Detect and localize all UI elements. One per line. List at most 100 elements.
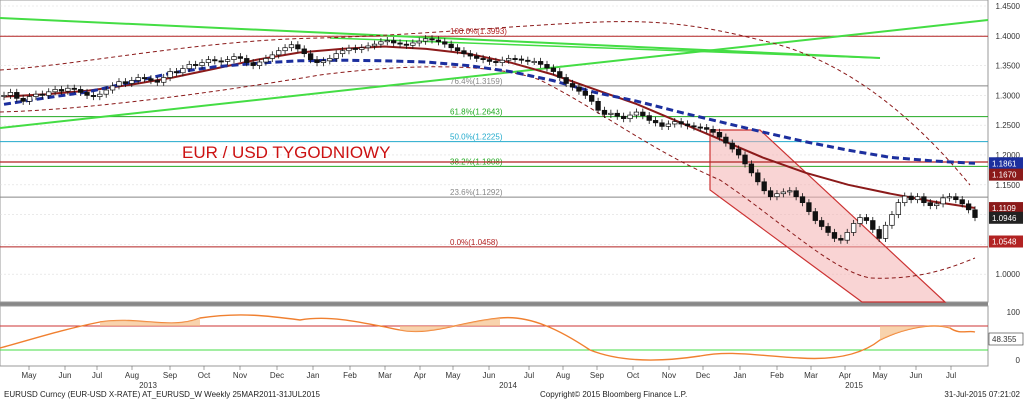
x-tick-label: Jan [734,371,747,380]
candle-body [212,59,218,62]
candle-body [26,96,33,102]
candle-body [716,131,723,138]
candle-body [116,81,122,87]
x-tick-label: Nov [662,371,676,380]
candle-body [627,114,633,119]
rsi-line [0,314,976,361]
x-tick-label: May [21,371,36,380]
candle-body [410,42,416,46]
candle-body [652,120,659,124]
candle-body [65,87,71,92]
candle-body [914,196,921,201]
x-tick-label: Dec [270,371,284,380]
candle-body [959,199,965,205]
candle-body [550,67,557,72]
chart-title: EUR / USD TYGODNIOWY [182,143,390,162]
candle-body [902,195,908,204]
x-tick-label: Dec [696,371,710,380]
candle-body [544,64,550,69]
candle-body [288,44,295,49]
value-tag-label: 1.1861 [992,159,1017,168]
candle-body [563,77,569,84]
candle-body [480,58,486,60]
candle-body [889,214,895,226]
candle-body [33,93,39,97]
candle-body [109,85,116,91]
fibonacci-label: 0.0%(1.0458) [450,238,498,247]
x-tick-label: Apr [839,371,852,380]
candle-body [850,223,857,233]
candle-body [454,47,461,52]
candle-body [870,220,876,230]
candle-body [876,229,882,239]
candle-body [614,112,620,117]
x-tick-label: Oct [627,371,640,380]
x-tick-label: Feb [343,371,357,380]
bollinger-upper [0,21,971,186]
candle-body [154,80,160,83]
value-tag-label: 1.0946 [992,214,1017,223]
candle-body [161,77,167,83]
y-tick-label: 1.0000 [996,270,1021,279]
candle-body [52,89,58,93]
x-tick-label: Nov [233,371,247,380]
candle-body [665,123,672,127]
x-tick-label: Aug [556,371,570,380]
y-tick-label: 1.2000 [996,151,1021,160]
value-tag-label: 1.1670 [992,171,1017,180]
candle-body [601,109,608,115]
y-tick-label: 1.4000 [996,32,1021,41]
x-tick-label: Aug [125,371,139,380]
year-label: 2013 [139,381,157,390]
candle-body [129,80,135,84]
candle-body [965,203,972,211]
candle-body [633,111,640,116]
y-tick-label: 1.3500 [996,62,1021,71]
candle-body [684,123,691,127]
rsi-tick-label: 100 [1007,308,1021,317]
candle-body [595,100,601,111]
candle-body [135,77,141,81]
green-trendline-upper [0,17,881,59]
green-trendline-lower [0,19,989,129]
candle-body [148,78,154,81]
candle-body [723,136,729,144]
candle-body [557,71,563,78]
candle-body [761,181,767,192]
x-tick-label: May [872,371,887,380]
x-tick-label: Jun [483,371,496,380]
candle-body [940,197,946,205]
value-tag [989,211,1023,224]
candle-body [767,190,774,198]
fibonacci-label: 76.4%(1.3159) [450,77,503,86]
candle-body [71,87,77,90]
x-tick-label: Feb [770,371,784,380]
candle-body [359,47,365,50]
candle-body [122,81,129,84]
candle-body [320,60,327,63]
value-tag-label: 1.1109 [992,204,1016,213]
candle-body [525,59,531,62]
y-tick-label: 1.1500 [996,181,1021,190]
candle-body [946,196,953,199]
x-tick-label: Sep [163,371,178,380]
candle-body [486,59,493,62]
candle-body [927,202,933,206]
x-tick-label: Jul [92,371,102,380]
candle-body [710,129,716,133]
y-tick-label: 1.3000 [996,91,1021,100]
candle-body [735,148,742,156]
candle-body [244,58,250,63]
candle-body [646,115,652,121]
rsi-tick-label: 0 [1016,356,1021,365]
candle-body [141,77,148,80]
x-tick-label: Mar [804,371,818,380]
candle-body [908,195,914,201]
x-tick-label: May [445,371,460,380]
candle-body [831,232,838,239]
candle-body [844,232,850,241]
candle-body [205,59,212,63]
candle-body [199,62,205,66]
candle-body [295,44,301,50]
